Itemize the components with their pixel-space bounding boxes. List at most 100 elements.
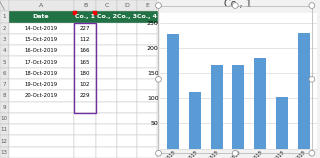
Text: 19-Oct-2019: 19-Oct-2019 [25,82,58,87]
Bar [117,79,137,90]
Bar [96,113,117,124]
Bar [137,79,157,90]
Text: C: C [104,3,109,8]
Bar [74,68,96,79]
Bar [137,11,157,23]
Bar [117,23,137,34]
Text: 102: 102 [80,82,90,87]
Bar [74,56,96,68]
Bar [96,45,117,56]
Bar [137,90,157,102]
Bar [117,147,137,158]
Text: 17-Oct-2019: 17-Oct-2019 [25,60,58,65]
Bar [74,0,96,11]
Bar [96,79,117,90]
Circle shape [309,76,315,82]
Bar [0,0,9,11]
Text: 1: 1 [3,14,6,19]
Text: 2: 2 [3,26,6,31]
Bar [96,124,117,135]
Bar [0,147,9,158]
Bar [117,90,137,102]
Bar [167,34,179,149]
Text: 15-Oct-2019: 15-Oct-2019 [25,37,58,42]
Bar [9,90,74,102]
Text: E: E [145,3,149,8]
Text: 14-Oct-2019: 14-Oct-2019 [25,26,58,31]
Bar [74,124,96,135]
Text: Co., 4: Co., 4 [137,14,157,19]
Bar [9,102,74,113]
Text: Co., 2: Co., 2 [97,14,116,19]
Bar [9,113,74,124]
Bar [9,135,74,147]
Bar [137,0,157,11]
Bar [137,135,157,147]
Bar [0,90,9,102]
Bar [9,79,74,90]
Text: 18-Oct-2019: 18-Oct-2019 [25,71,58,76]
Bar [74,11,96,23]
Bar [9,147,74,158]
Text: A: A [39,3,43,8]
Bar [117,56,137,68]
Bar [96,34,117,45]
Bar [74,23,96,113]
Text: 5: 5 [3,60,6,65]
Bar [93,11,97,15]
Bar [96,0,117,11]
Bar [232,65,244,149]
Bar [74,135,96,147]
Text: 8: 8 [3,93,6,98]
Text: D: D [124,3,130,8]
Bar [0,79,9,90]
Circle shape [156,150,161,156]
Bar [117,135,137,147]
Bar [137,23,157,34]
Circle shape [156,76,161,82]
Bar [96,147,117,158]
Bar [9,34,74,45]
Bar [137,147,157,158]
Bar [9,68,74,79]
Bar [0,68,9,79]
Bar [0,102,9,113]
Text: 3: 3 [3,37,6,42]
Bar [0,34,9,45]
Bar [117,45,137,56]
Text: 166: 166 [80,48,90,53]
Bar [9,45,74,56]
Text: 16-Oct-2019: 16-Oct-2019 [25,48,58,53]
Bar [189,92,201,149]
Text: 13: 13 [1,150,8,155]
Bar [9,23,74,34]
Text: 6: 6 [3,71,6,76]
Bar [74,34,96,45]
Bar [73,11,77,15]
Bar [74,102,96,113]
Bar [137,68,157,79]
Text: 11: 11 [1,127,8,132]
Bar [137,113,157,124]
Bar [96,102,117,113]
Bar [96,68,117,79]
Circle shape [156,3,161,8]
Text: 20-Oct-2019: 20-Oct-2019 [25,93,58,98]
Bar [137,124,157,135]
Text: 112: 112 [80,37,90,42]
Bar [96,11,117,23]
Text: 4: 4 [3,48,6,53]
Text: 10: 10 [1,116,8,121]
Text: B: B [83,3,87,8]
Bar [117,11,137,23]
Bar [117,0,137,11]
Text: 12: 12 [1,139,8,144]
Bar [137,45,157,56]
Bar [96,90,117,102]
Text: Co., 3: Co., 3 [117,14,137,19]
Circle shape [232,3,238,8]
Bar [96,56,117,68]
Bar [0,11,9,23]
Circle shape [309,3,315,8]
Bar [0,113,9,124]
